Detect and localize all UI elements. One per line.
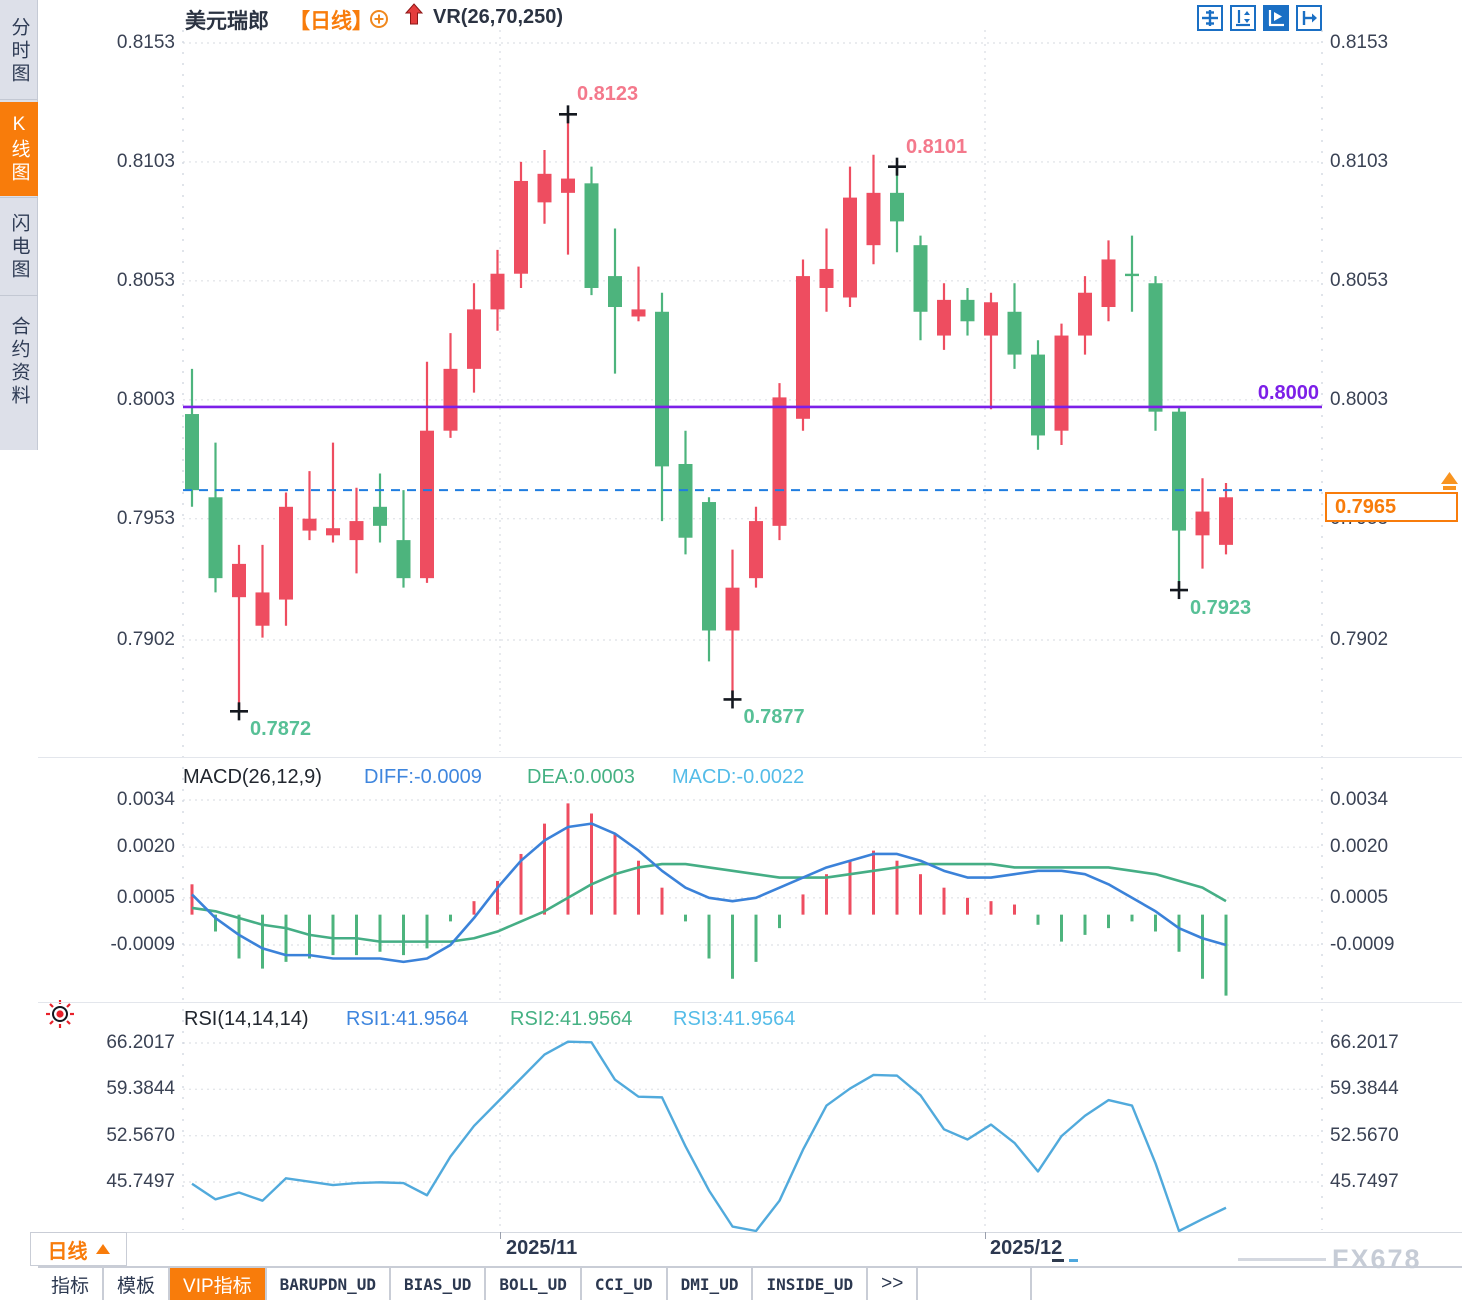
tab-more[interactable]: 模板 [104,1268,171,1300]
sidebar-divider [0,295,38,296]
add-indicator-icon[interactable] [369,9,389,29]
macd-diff-value: DIFF:-0.0009 [364,766,482,788]
pan-right-tool-icon[interactable] [1296,5,1322,31]
axis-label: 0.8153 [116,32,175,53]
axis-label: 52.5670 [106,1124,175,1146]
axis-label: 66.2017 [1330,1032,1399,1053]
tab-CCI_UD[interactable]: CCI_UD [582,1268,668,1300]
axis-label: 0.8053 [116,269,175,291]
x-axis-date-2: 2025/12 [990,1237,1063,1259]
sidebar-item-3[interactable]: 闪电图 [8,212,30,282]
low-price-annotation: 0.7923 [1190,597,1252,620]
axis-label: 45.7497 [106,1171,175,1192]
macd-dea-value: DEA:0.0003 [527,766,635,788]
sidebar-item-1[interactable]: 分时图 [8,16,30,86]
sidebar: 分时图 K线图闪电图合约资料 [0,0,38,450]
panel-separator [38,1002,1462,1003]
watermark-text: FX678 [1332,1244,1422,1274]
tab-more[interactable]: 指标 [38,1268,105,1300]
axis-label: 52.5670 [1330,1124,1399,1146]
axis-label: 45.7497 [1330,1171,1399,1192]
x-axis-tick [985,1232,986,1239]
rsi-title: RSI(14,14,14) [184,1008,309,1030]
tab-BOLL_UD[interactable]: BOLL_UD [486,1268,582,1300]
up-arrow-marker-icon [403,2,425,29]
tab-BIAS_UD[interactable]: BIAS_UD [391,1268,487,1300]
axis-label: 0.8003 [1330,388,1389,410]
axis-label: 59.3844 [1330,1078,1399,1100]
axis-label: 66.2017 [106,1032,175,1053]
tab-DMI_UD[interactable]: DMI_UD [668,1268,754,1300]
hline-price-label: 0.8000 [1257,382,1319,404]
auto-fit-tool-icon[interactable] [1263,5,1289,31]
rsi3-value: RSI3:41.9564 [673,1008,796,1030]
timeframe-label: 日线 [47,1240,88,1263]
axis-label: 0.7902 [1330,629,1389,650]
price-marker-icon [1440,472,1459,492]
watermark: FX678 [1238,1244,1422,1275]
rsi2-value: RSI2:41.9564 [510,1008,633,1030]
empty-tab-slot [918,1268,1033,1300]
axis-label: 0.8003 [116,388,175,410]
axis-label: 0.0005 [1330,886,1389,908]
axis-label: 0.8053 [1330,269,1389,291]
indicator-tab-bar: 指标 模板 VIP指标 BARUPDN_UD BIAS_UD BOLL_UD CCI_UD D… [38,1266,1462,1300]
panel-separator [38,1232,1462,1233]
timeframe-selector[interactable]: 日线 [30,1232,127,1266]
rsi1-value: RSI1:41.9564 [346,1008,469,1030]
indicator-title: VR(26,70,250) [433,6,564,28]
axis-label: 0.0034 [1330,789,1389,810]
axis-label: -0.0009 [110,934,175,955]
x-axis-date-1: 2025/11 [506,1237,578,1259]
panel-separator [38,757,1462,758]
low-price-annotation: 0.7877 [743,706,805,729]
axis-label: 0.7953 [116,507,175,529]
current-price-value: 0.7965 [1335,495,1397,518]
axis-label: 0.7902 [116,629,175,650]
axis-label: -0.0009 [1330,934,1395,955]
high-price-annotation: 0.8123 [577,83,639,106]
axis-label: 0.8103 [116,150,175,172]
x-axis-tick [500,1232,501,1239]
axis-label: 0.0020 [116,836,175,858]
axis-label: 0.0020 [1330,836,1389,858]
axis-label: 0.0005 [116,886,175,908]
symbol-title: 美元瑞郎 [185,10,269,33]
resize-handle-dashes [1052,1259,1078,1262]
axis-label: 0.8153 [1330,32,1389,53]
macd-value: MACD:-0.0022 [672,766,805,788]
sidebar-divider [0,99,38,100]
tab-VIP[interactable]: VIP指标 [170,1268,267,1300]
sidebar-item-4[interactable]: 合约资料 [8,316,30,408]
triangle-up-icon [95,1244,110,1254]
high-price-annotation: 0.8101 [906,135,968,158]
tab-more[interactable]: >> [868,1268,919,1300]
watermark-dash [1238,1258,1326,1261]
current-price-tag: 0.7965 [1325,492,1458,522]
axis-label: 0.0034 [116,789,175,810]
macd-title: MACD(26,12,9) [183,766,322,788]
axis-label: 0.8103 [1330,150,1389,172]
axis-label: 59.3844 [106,1078,175,1100]
move-tool-icon[interactable] [1197,5,1223,31]
chart-canvas[interactable] [38,30,1322,1232]
sidebar-item-2[interactable]: K线图 [0,102,38,196]
tab-INSIDE_UD[interactable]: INSIDE_UD [753,1268,869,1300]
hot-indicator-icon[interactable] [44,998,76,1030]
period-selector[interactable]: 【日线】 [289,10,373,33]
y-scale-tool-icon[interactable] [1230,5,1256,31]
sidebar-divider [0,197,38,198]
low-price-annotation: 0.7872 [250,718,312,741]
tab-BARUPDN_UD[interactable]: BARUPDN_UD [267,1268,391,1300]
